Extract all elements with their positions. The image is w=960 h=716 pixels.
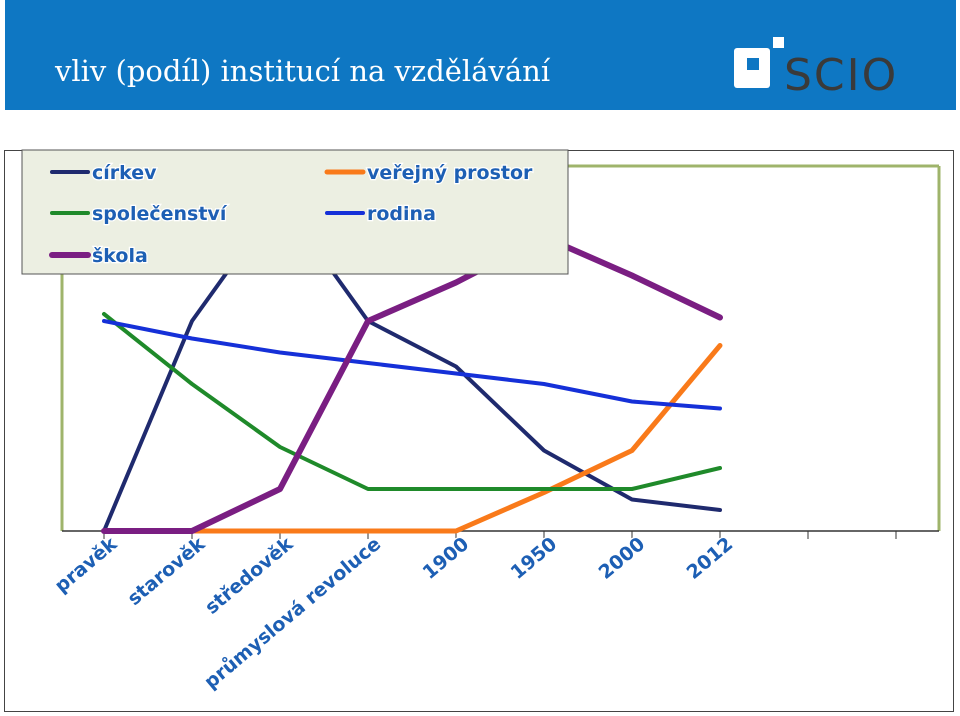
series-line-4 (102, 319, 722, 411)
legend-label: rodina (367, 203, 436, 225)
x-tick-label: 2000 (595, 533, 650, 584)
series-line-5 (101, 234, 723, 534)
legend-label: škola (92, 245, 148, 267)
series-line-1 (102, 196, 722, 533)
x-tick-label: 2012 (683, 533, 738, 584)
scio-logo: SCIO (734, 37, 898, 96)
header-bar: vliv (podíl) institucí na vzdělávání SCI… (5, 0, 956, 110)
logo-text: SCIO (784, 50, 898, 96)
legend-label: veřejný prostor (367, 162, 533, 184)
legend-box (21, 149, 569, 275)
legend-label: společenství (92, 203, 228, 225)
x-tick-label: pravěk (51, 533, 122, 597)
series-line-3 (102, 312, 722, 491)
x-tick-label: 1900 (419, 533, 474, 584)
x-tick-label: 1950 (507, 533, 562, 584)
page-title: vliv (podíl) institucí na vzdělávání (55, 54, 551, 88)
x-tick-label: starověk (123, 533, 209, 610)
x-tick-label: průmyslová revoluce (199, 532, 385, 693)
series-line-2 (101, 343, 723, 534)
legend-label: církev (92, 162, 157, 184)
